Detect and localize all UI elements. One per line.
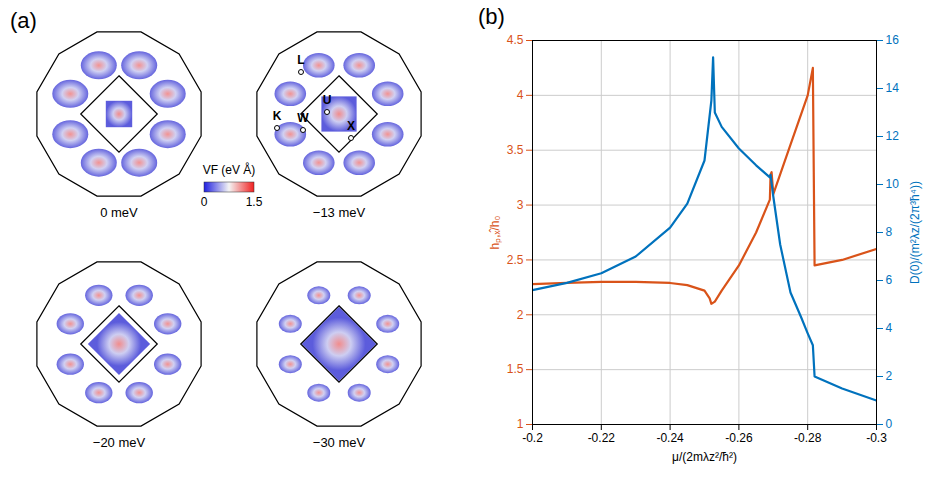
svg-text:0: 0 [886,417,893,431]
svg-text:6: 6 [886,273,893,287]
svg-text:0: 0 [201,195,208,209]
svg-text:-0.2: -0.2 [522,431,543,445]
svg-text:W: W [297,111,309,125]
svg-text:VF (eV Å): VF (eV Å) [203,162,256,177]
svg-text:3: 3 [517,198,524,212]
svg-text:−13 meV: −13 meV [313,205,366,220]
svg-text:μ/(2mλz²/ħ²): μ/(2mλz²/ħ²) [672,450,737,464]
svg-text:K: K [273,109,282,123]
svg-text:12: 12 [886,129,900,143]
svg-text:3.5: 3.5 [507,143,524,157]
svg-text:−30 meV: −30 meV [313,435,366,450]
svg-text:X: X [347,119,355,133]
svg-text:hₚ,ₓ̂/h₀: hₚ,ₓ̂/h₀ [488,216,502,250]
svg-text:16: 16 [886,33,900,47]
svg-text:10: 10 [886,177,900,191]
svg-text:8: 8 [886,225,893,239]
html-text:(b): (b) [478,4,505,29]
svg-text:(a): (a) [10,8,37,33]
svg-text:14: 14 [886,81,900,95]
svg-text:4.5: 4.5 [507,33,524,47]
svg-text:-0.3: -0.3 [866,431,887,445]
svg-text:-0.22: -0.22 [588,431,616,445]
svg-text:-0.28: -0.28 [794,431,822,445]
svg-text:−20 meV: −20 meV [93,435,146,450]
svg-text:2: 2 [886,369,893,383]
svg-text:2.5: 2.5 [507,253,524,267]
svg-text:U: U [323,93,332,107]
svg-text:1.5: 1.5 [507,362,524,376]
svg-text:-0.24: -0.24 [656,431,684,445]
svg-text:2: 2 [517,308,524,322]
svg-text:1: 1 [517,417,524,431]
svg-text:-0.26: -0.26 [725,431,753,445]
svg-text:1.5: 1.5 [246,195,263,209]
svg-text:4: 4 [886,321,893,335]
svg-text:L: L [297,53,304,67]
svg-text:4: 4 [517,88,524,102]
svg-text:D(0)/(m²λz/(2π³ħ⁴)): D(0)/(m²λz/(2π³ħ⁴)) [908,181,922,284]
svg-text:0 meV: 0 meV [100,205,138,220]
